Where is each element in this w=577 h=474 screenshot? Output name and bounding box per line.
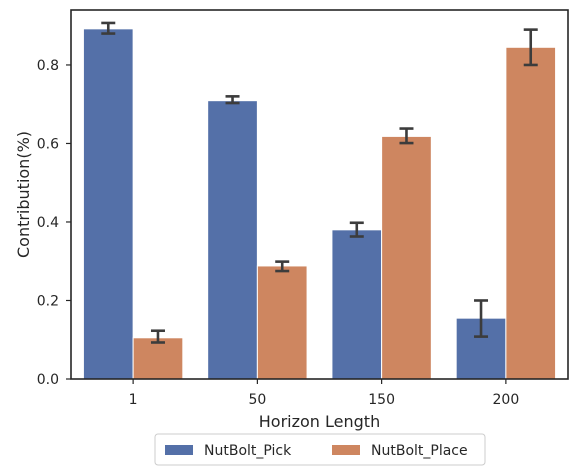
legend-swatch-NutBolt_Place [332,445,360,455]
x-tick-label: 50 [248,392,266,408]
bar-NutBolt_Place-200 [505,46,557,380]
bar-NutBolt_Pick-50 [207,100,258,380]
x-axis: 1 50 150 200 [129,379,520,408]
errorbar-NutBolt_Pick-150 [349,221,364,238]
errorbar-NutBolt_Place-1 [150,329,165,344]
legend-swatch-NutBolt_Pick [165,445,193,455]
bars-layer [82,28,557,380]
y-tick-label: 0.8 [37,58,59,74]
x-tick-label: 1 [129,392,138,408]
bar-NutBolt_Place-50 [256,265,308,380]
x-axis-label: Horizon Length [259,412,380,431]
legend-box [154,433,486,466]
y-tick-label: 0.4 [37,215,59,231]
x-tick-label: 150 [368,392,395,408]
bar-NutBolt_Place-150 [381,135,432,380]
errorbars-layer [101,21,538,344]
bar-NutBolt_Pick-1 [82,28,134,380]
legend: NutBolt_Pick NutBolt_Place [154,433,486,466]
bar-NutBolt_Place-1 [132,337,184,380]
bar-NutBolt_Pick-150 [331,229,383,380]
errorbar-NutBolt_Pick-1 [101,21,116,35]
y-axis-label: Contribution(%) [14,131,33,258]
plot-frame [70,9,569,380]
legend-label-NutBolt_Pick: NutBolt_Pick [204,443,292,459]
errorbar-NutBolt_Place-50 [275,260,290,273]
legend-label-NutBolt_Place: NutBolt_Place [371,443,468,459]
errorbar-NutBolt_Pick-50 [225,95,240,105]
x-tick-label: 200 [493,392,520,408]
y-tick-label: 0.6 [37,136,59,152]
y-tick-label: 0.0 [37,372,59,388]
errorbar-NutBolt_Place-200 [523,28,538,67]
y-tick-label: 0.2 [37,293,59,309]
errorbar-NutBolt_Pick-200 [474,299,489,338]
y-axis: 0.0 0.2 0.4 0.6 0.8 [37,58,71,388]
errorbar-NutBolt_Place-150 [399,127,414,145]
